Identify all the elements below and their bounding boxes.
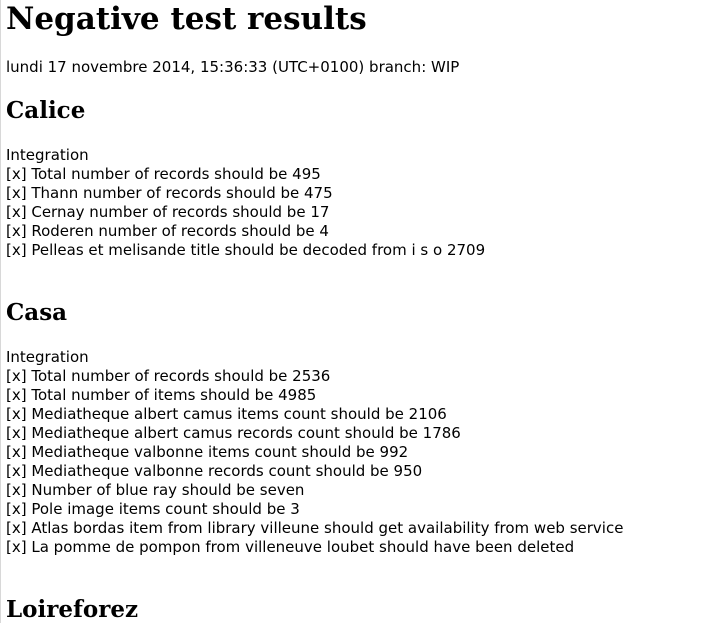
result-line: [x] Roderen number of records should be … bbox=[6, 222, 329, 240]
result-line: [x] Mediatheque albert camus items count… bbox=[6, 405, 447, 423]
result-line: [x] Mediatheque valbonne items count sho… bbox=[6, 443, 409, 461]
section-heading-casa: Casa bbox=[6, 299, 68, 326]
result-line: [x] La pomme de pompon from villeneuve l… bbox=[6, 538, 575, 556]
result-line: [x] Atlas bordas item from library ville… bbox=[6, 519, 624, 537]
result-line: [x] Cernay number of records should be 1… bbox=[6, 203, 330, 221]
run-metadata: lundi 17 novembre 2014, 15:36:33 (UTC+01… bbox=[6, 58, 460, 76]
page-title: Negative test results bbox=[6, 1, 367, 37]
result-line: [x] Pelleas et melisande title should be… bbox=[6, 241, 486, 259]
result-line: [x] Number of blue ray should be seven bbox=[6, 481, 305, 499]
result-line: [x] Mediatheque valbonne records count s… bbox=[6, 462, 423, 480]
window-left-edge bbox=[0, 0, 1, 623]
result-line: [x] Thann number of records should be 47… bbox=[6, 184, 333, 202]
result-line: [x] Total number of records should be 25… bbox=[6, 367, 331, 385]
section-heading-loireforez: Loireforez bbox=[6, 596, 139, 623]
group-label: Integration bbox=[6, 146, 89, 164]
section-calice-results: Integration [x] Total number of records … bbox=[6, 146, 485, 260]
result-line: [x] Pole image items count should be 3 bbox=[6, 500, 300, 518]
group-label: Integration bbox=[6, 348, 89, 366]
result-line: [x] Total number of records should be 49… bbox=[6, 165, 321, 183]
section-casa-results: Integration [x] Total number of records … bbox=[6, 348, 623, 557]
result-line: [x] Total number of items should be 4985 bbox=[6, 386, 317, 404]
result-line: [x] Mediatheque albert camus records cou… bbox=[6, 424, 461, 442]
section-heading-calice: Calice bbox=[6, 97, 86, 124]
